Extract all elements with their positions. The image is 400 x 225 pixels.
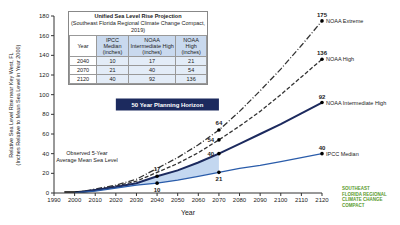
html-text:Year: Year <box>77 43 89 49</box>
svg-text:20: 20 <box>42 170 49 176</box>
svg-text:40: 40 <box>319 145 326 151</box>
html-text:54: 54 <box>188 67 195 73</box>
svg-text:2090: 2090 <box>253 197 267 203</box>
svg-text:IPCC Median: IPCC Median <box>326 151 359 157</box>
html-text:40: 40 <box>109 76 116 82</box>
svg-text:NOAA High: NOAA High <box>326 56 354 62</box>
svg-text:1990: 1990 <box>47 197 61 203</box>
svg-text:17: 17 <box>154 166 161 172</box>
html-text:NOAA High (inches): NOAA High (inches) <box>181 37 201 55</box>
html-text:Unified Sea Level Rise Project: Unified Sea Level Rise Projection <box>94 13 182 19</box>
html-text:21: 21 <box>188 58 195 64</box>
svg-text:92: 92 <box>319 94 326 100</box>
html-text:IPCC Median (inches): IPCC Median (inches) <box>102 37 123 55</box>
html-text:40: 40 <box>149 67 156 73</box>
svg-text:140: 140 <box>39 52 50 58</box>
svg-text:40: 40 <box>207 151 214 157</box>
html-text:92: 92 <box>149 76 156 82</box>
svg-text:136: 136 <box>317 50 327 57</box>
svg-text:NOAA Intermediate High: NOAA Intermediate High <box>326 100 386 106</box>
svg-text:2020: 2020 <box>109 197 123 203</box>
svg-text:40: 40 <box>42 151 49 157</box>
svg-text:100: 100 <box>39 92 50 98</box>
html-text:2120: 2120 <box>76 76 90 82</box>
svg-text:175: 175 <box>317 11 327 18</box>
svg-text:NOAA Extreme: NOAA Extreme <box>326 18 363 24</box>
html-text:SOUTHEAST FLORIDA REGIONAL CLI: SOUTHEAST FLORIDA REGIONAL CLIMATE CHANG… <box>342 186 387 208</box>
html-text:10: 10 <box>109 58 116 64</box>
html-text:2040: 2040 <box>76 58 90 64</box>
svg-text:120: 120 <box>39 72 50 78</box>
html-text:NOAA Intermediate High (inches: NOAA Intermediate High (inches) <box>130 37 174 55</box>
svg-text:180: 180 <box>39 13 50 19</box>
svg-text:2000: 2000 <box>68 197 82 203</box>
svg-text:80: 80 <box>42 111 49 117</box>
svg-text:2120: 2120 <box>315 197 329 203</box>
html-text:17: 17 <box>149 58 156 64</box>
svg-text:Year: Year <box>181 209 196 216</box>
svg-text:54: 54 <box>207 137 214 143</box>
svg-text:50 Year Planning Horizon: 50 Year Planning Horizon <box>131 102 203 108</box>
svg-text:2010: 2010 <box>89 197 103 203</box>
svg-text:64: 64 <box>216 120 223 126</box>
svg-text:2030: 2030 <box>130 197 144 203</box>
svg-text:2060: 2060 <box>192 197 206 203</box>
svg-text:21: 21 <box>216 176 223 182</box>
html-text:2070: 2070 <box>76 67 90 73</box>
svg-text:0: 0 <box>46 190 50 196</box>
html-text:(Southeast Florida Regional Cl: (Southeast Florida Regional Climate Chan… <box>70 20 206 33</box>
html-text:Relative Sea Level Rise near K: Relative Sea Level Rise near Key West, F… <box>8 51 14 158</box>
svg-text:60: 60 <box>42 131 49 137</box>
svg-text:160: 160 <box>39 33 50 39</box>
svg-text:2110: 2110 <box>295 197 309 203</box>
html-text:21: 21 <box>109 67 116 73</box>
svg-text:2070: 2070 <box>212 197 226 203</box>
svg-text:2040: 2040 <box>150 197 164 203</box>
svg-text:2050: 2050 <box>171 197 185 203</box>
svg-text:2100: 2100 <box>274 197 288 203</box>
html-text:(Inches Relative to Mean Sea L: (Inches Relative to Mean Sea Level in Ye… <box>15 44 21 165</box>
html-text:136: 136 <box>186 76 196 82</box>
svg-text:10: 10 <box>154 187 161 193</box>
svg-text:2080: 2080 <box>233 197 247 203</box>
html-text:Observed 5-Year Average Mean S: Observed 5-Year Average Mean Sea Level <box>56 150 118 163</box>
